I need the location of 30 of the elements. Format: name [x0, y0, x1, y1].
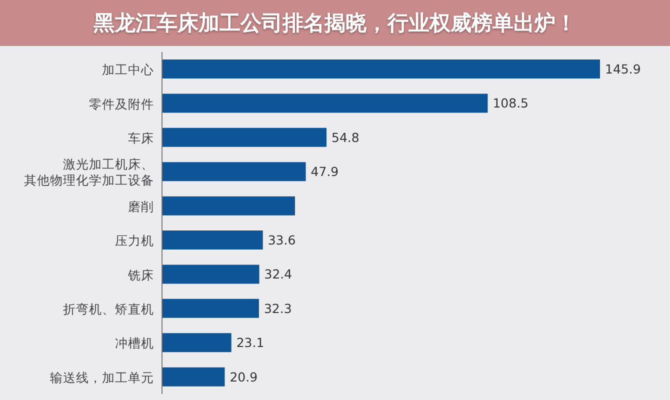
y-tick-label: 折弯机、矫直机: [63, 301, 154, 316]
y-tick-label: 冲槽机: [115, 335, 154, 350]
y-tick-label: 零件及附件: [89, 96, 154, 111]
data-label: 108.5: [492, 96, 529, 111]
bar: [162, 333, 232, 352]
chart-title: 黑龙江车床加工公司排名揭晓，行业权威榜单出炉！: [0, 0, 670, 46]
bar: [162, 196, 295, 216]
data-label: 145.9: [605, 61, 641, 76]
data-label: 33.6: [268, 232, 296, 248]
bar: [162, 94, 488, 113]
y-tick-label: 压力机: [115, 232, 154, 248]
bar: [162, 367, 225, 386]
data-label: 32.4: [264, 266, 292, 282]
data-label: 23.1: [236, 335, 264, 350]
data-label: 32.3: [264, 300, 292, 316]
y-tick-label: 铣床: [127, 266, 154, 282]
y-tick-label: 输送线，加工单元: [50, 369, 154, 384]
y-tick-label: 磨削: [128, 198, 154, 214]
y-tick-label: 加工中心: [102, 62, 154, 77]
bar: [162, 60, 600, 79]
y-tick-label: 激光加工机床、其他物理化学加工设备: [24, 156, 154, 188]
bar: [162, 162, 306, 182]
data-label: 47.9: [310, 164, 339, 180]
data-label: 20.9: [230, 369, 258, 384]
y-tick-label: 车床: [128, 130, 154, 145]
bar: [162, 230, 263, 250]
data-label: 54.8: [332, 130, 360, 145]
bar: [162, 264, 260, 284]
bar: [162, 128, 327, 147]
bar: [162, 298, 259, 318]
